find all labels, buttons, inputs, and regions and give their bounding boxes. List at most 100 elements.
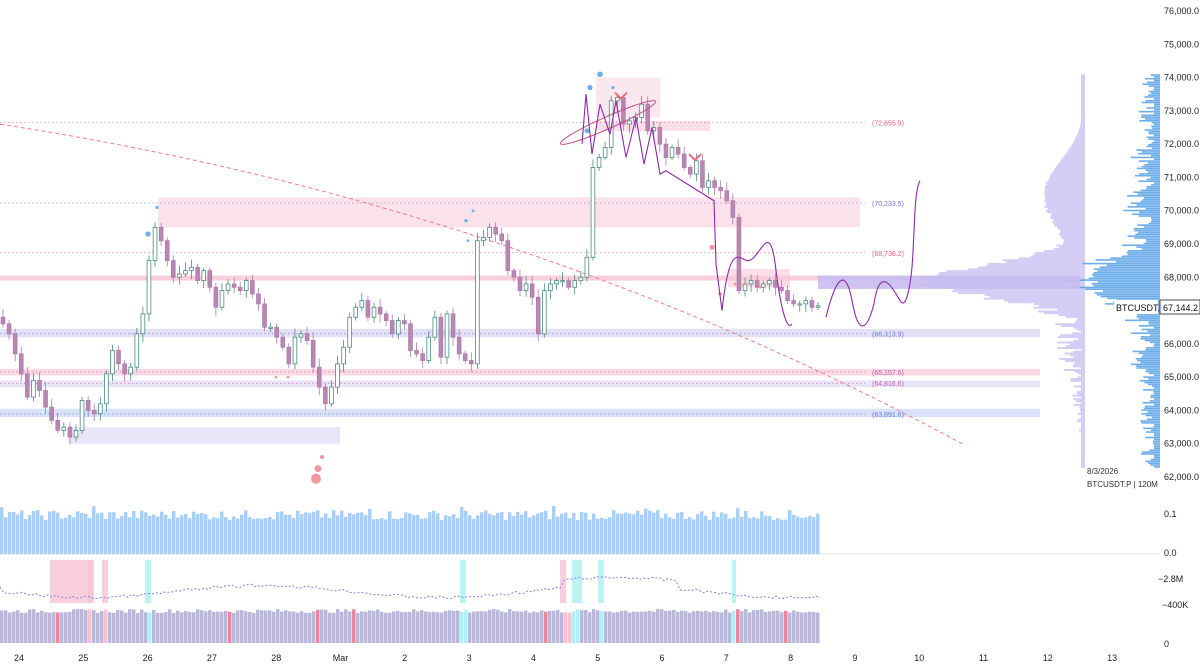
vp-bar-left	[1045, 204, 1085, 207]
candle-body	[353, 306, 359, 318]
vp-bar-left	[1058, 233, 1085, 236]
vp-bar-right	[1127, 249, 1160, 252]
volume-bar	[280, 511, 284, 554]
osc-bar	[220, 611, 224, 643]
signal-dot	[466, 239, 470, 243]
candle-body	[171, 260, 176, 278]
vp-bar-right	[1110, 257, 1160, 259]
price-axis[interactable]: 76,000.0 75,000.0 74,000.0 73,000.0 72,000.0…	[1164, 6, 1199, 482]
vp-bar-right	[1093, 275, 1160, 278]
vp-bar-left	[1081, 96, 1085, 99]
osc-bar	[324, 609, 328, 643]
vp-bar-right	[1141, 116, 1160, 118]
projection-path	[581, 94, 921, 327]
support-band	[0, 328, 1040, 338]
candle-body	[12, 333, 18, 355]
vp-bar-left	[1007, 301, 1085, 304]
candle-body	[134, 333, 140, 368]
vp-bar-left	[1059, 246, 1085, 249]
osc-bar	[200, 610, 204, 643]
vp-bar-left	[1072, 394, 1085, 397]
vp-bar-left	[1054, 167, 1085, 170]
vp-bar-left	[1064, 352, 1085, 355]
osc-bar	[92, 610, 96, 643]
candle-body	[499, 233, 505, 242]
osc-bar	[0, 610, 4, 643]
vp-bar-right	[1149, 400, 1160, 402]
vp-bar-left	[1081, 85, 1085, 88]
candle-body	[207, 270, 213, 288]
candle-body	[0, 316, 6, 325]
vp-bar-left	[1037, 310, 1085, 313]
channel-ellipse	[559, 100, 657, 145]
volume-bar	[456, 518, 460, 554]
vp-bar-left	[1081, 411, 1085, 414]
osc-bar	[576, 609, 580, 643]
osc-bar	[160, 612, 164, 643]
osc-bar	[628, 612, 632, 643]
order-block-1	[158, 197, 860, 228]
volume-bar	[664, 513, 668, 554]
info-date: 8/3/2026	[1087, 467, 1119, 476]
vp-bar-right	[1154, 134, 1160, 137]
osc-bar	[252, 612, 256, 643]
vp-bar-left	[1034, 303, 1085, 306]
volume-bar	[432, 510, 436, 554]
vp-bar-right	[1147, 383, 1160, 386]
osc-bar	[484, 611, 488, 643]
volume-bar	[784, 519, 788, 554]
osc-bar	[608, 611, 612, 643]
volume-bar	[688, 516, 692, 554]
volume-bar	[640, 514, 644, 554]
vp-bar-left	[1073, 385, 1085, 388]
vp-bar-left	[1073, 363, 1085, 366]
vp-bar-right	[1154, 326, 1160, 329]
vp-bar-right	[1154, 374, 1160, 377]
candle-body	[718, 187, 723, 192]
volume-bar	[160, 511, 164, 554]
vp-bar-left	[1043, 312, 1085, 315]
candle-body	[396, 320, 401, 335]
volume-bar	[580, 512, 584, 554]
candle-body	[152, 226, 158, 262]
osc-bar	[792, 610, 796, 643]
signal-dot	[709, 244, 715, 250]
volume-bar	[96, 513, 100, 554]
vp-bar-right	[1146, 187, 1160, 190]
vp-bar-left	[1035, 251, 1085, 254]
symbol-tag: BTCUSDT.P	[1114, 300, 1166, 314]
vp-bar-right	[1144, 129, 1160, 131]
volume-bar	[700, 511, 704, 554]
vp-bar-right	[1093, 271, 1160, 274]
osc-bar	[736, 609, 740, 643]
volume-bar	[532, 515, 536, 554]
vp-bar-right	[1154, 423, 1160, 426]
osc-bar	[624, 610, 628, 643]
vp-bar-right	[1154, 392, 1160, 395]
vp-bar-left	[1080, 409, 1085, 412]
volume-bar	[712, 511, 716, 554]
vp-bar-left	[1081, 389, 1085, 392]
time-axis[interactable]: 24 25 26 27 28 Mar 2 3 4 5 6 7 8 9 10 11 12 13	[14, 653, 1117, 663]
osc-bar	[768, 611, 772, 643]
x-tick-label: 27	[207, 653, 217, 663]
volume-bar	[708, 519, 712, 554]
vp-bar-left	[1073, 339, 1085, 342]
volume-bar	[540, 512, 544, 554]
candle-body	[469, 360, 474, 365]
vp-bar-right	[1153, 345, 1160, 347]
candle-body	[25, 373, 30, 398]
osc-bar	[28, 609, 32, 643]
vp-bar-right	[1115, 260, 1160, 263]
osc-bar	[496, 609, 500, 643]
vp-bar-left	[1047, 207, 1085, 210]
osc-bar	[164, 612, 168, 643]
vp-bar-right	[1133, 191, 1160, 194]
osc-bar	[208, 610, 212, 643]
osc-bar	[780, 612, 784, 643]
candle-body	[803, 300, 809, 305]
osc-bar	[216, 611, 220, 643]
volume-bar	[100, 512, 104, 554]
volume-bar	[724, 514, 728, 554]
